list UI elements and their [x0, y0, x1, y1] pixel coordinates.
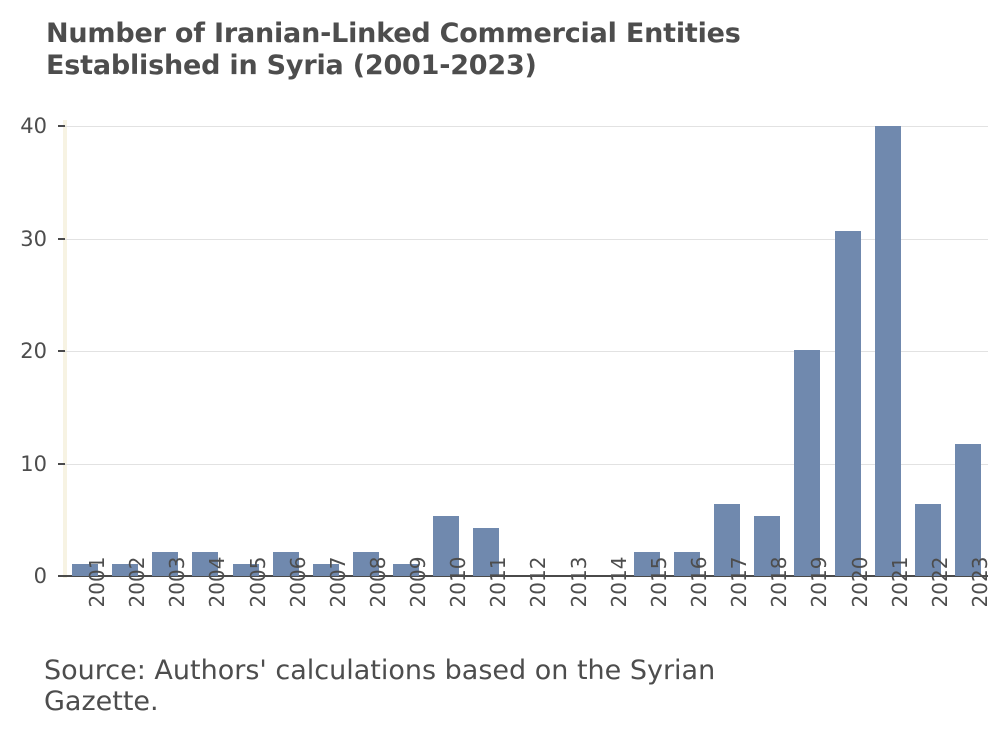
bar-slot — [466, 126, 506, 576]
bar — [714, 504, 741, 576]
bar — [674, 552, 701, 576]
y-axis-tick: 0 — [34, 564, 65, 588]
bar-slot — [306, 126, 346, 576]
gridline — [65, 126, 988, 127]
bar-slot — [787, 126, 827, 576]
y-axis-tick: 40 — [20, 114, 65, 138]
y-axis-tick-mark — [58, 462, 65, 465]
bar-slot — [65, 126, 105, 576]
y-axis-tick-mark — [58, 125, 65, 127]
y-axis-tick-mark — [58, 575, 65, 577]
bar — [874, 126, 901, 576]
bar — [112, 563, 139, 576]
bar — [914, 504, 941, 576]
x-axis-tick-label: 2023 — [967, 556, 992, 608]
bar — [232, 563, 259, 576]
bar-slot — [346, 126, 386, 576]
x-axis-tick: 2007 — [306, 557, 350, 648]
bar-slot — [587, 126, 627, 576]
bar-series — [65, 126, 988, 576]
bar — [152, 552, 179, 576]
gridline — [65, 463, 988, 465]
bar-slot — [105, 126, 145, 576]
y-axis-tick-mark — [58, 350, 65, 352]
bar — [192, 552, 219, 576]
x-axis-tick: 2022 — [908, 557, 952, 648]
bar-slot — [667, 126, 707, 576]
y-axis-tick-mark — [58, 237, 65, 240]
y-axis-tick-label: 30 — [20, 226, 47, 251]
x-axis-tick: 2015 — [627, 557, 671, 648]
x-axis-tick: 2023 — [948, 557, 992, 648]
bar-slot — [747, 126, 787, 576]
x-axis-tick-labels: 2001 2002 2003 2004 2005 2006 2007 2008 2009 2010… — [65, 557, 992, 648]
bar — [393, 563, 420, 576]
x-axis-tick: 2019 — [787, 557, 831, 648]
bar-slot — [266, 126, 306, 576]
x-axis-tick: 2009 — [386, 557, 430, 648]
x-axis-tick: 2003 — [145, 557, 189, 648]
x-axis-tick: 2010 — [426, 557, 470, 648]
bar — [633, 552, 660, 576]
x-axis-tick: 2021 — [868, 557, 912, 648]
x-axis-tick: 2014 — [587, 557, 631, 648]
y-axis-tick-label: 10 — [20, 451, 47, 476]
x-axis-tick: 2017 — [707, 557, 751, 648]
y-axis-spine — [63, 120, 67, 578]
x-axis-tick: 2002 — [105, 557, 149, 648]
bar-slot — [226, 126, 266, 576]
x-axis-tick: 2004 — [185, 557, 229, 648]
x-axis-tick: 2008 — [346, 557, 390, 648]
bar — [433, 516, 460, 576]
bar-slot — [426, 126, 466, 576]
bar — [754, 516, 781, 576]
y-axis-tick-label: 20 — [20, 339, 47, 363]
x-axis-tick: 2018 — [747, 557, 791, 648]
bar-slot — [908, 126, 948, 576]
x-axis-tick: 2012 — [506, 557, 550, 648]
y-axis-tick-label: 0 — [33, 564, 47, 588]
bar — [72, 563, 99, 576]
x-axis-tick: 2016 — [667, 557, 711, 648]
y-axis-tick: 10 — [20, 452, 65, 476]
bar — [794, 349, 821, 576]
y-axis-tick-label: 40 — [20, 114, 47, 138]
bar-slot — [386, 126, 426, 576]
bar — [954, 444, 981, 576]
x-axis-tick: 2005 — [226, 557, 270, 648]
bar-slot — [627, 126, 667, 576]
gridline — [65, 238, 988, 240]
bar-slot — [707, 126, 747, 576]
bar-slot — [547, 126, 587, 576]
chart-title: Number of Iranian-Linked Commercial Enti… — [46, 18, 741, 81]
y-axis-tick: 30 — [20, 227, 65, 251]
bar-slot — [868, 126, 908, 576]
x-axis-tick: 2013 — [547, 557, 591, 648]
bar — [834, 230, 861, 576]
bar-slot — [185, 126, 225, 576]
bar-slot — [145, 126, 185, 576]
x-axis-tick: 2020 — [827, 557, 872, 648]
bar-slot — [506, 126, 546, 576]
x-axis-tick: 2001 — [65, 557, 109, 648]
y-axis-tick: 20 — [20, 339, 65, 363]
x-axis-line — [65, 575, 988, 577]
bar-slot — [827, 126, 867, 576]
x-axis-tick: 2006 — [266, 557, 310, 648]
bar — [473, 527, 500, 576]
x-axis-tick: 2011 — [466, 557, 510, 648]
bar — [312, 563, 339, 576]
source-note: Source: Authors' calculations based on t… — [44, 655, 716, 718]
bar — [352, 552, 379, 576]
bar — [272, 552, 299, 576]
gridline — [65, 351, 988, 352]
bar-slot — [948, 126, 988, 576]
